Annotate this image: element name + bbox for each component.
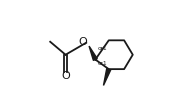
Text: or1: or1 [98, 61, 107, 66]
Text: O: O [78, 37, 87, 47]
Text: or1: or1 [98, 46, 107, 51]
Text: O: O [61, 71, 70, 81]
Polygon shape [89, 46, 97, 60]
Polygon shape [104, 68, 111, 85]
